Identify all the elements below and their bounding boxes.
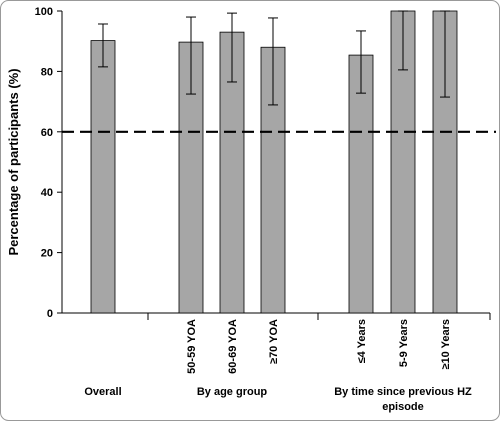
y-tick-label: 20: [41, 248, 53, 260]
y-tick-label: 80: [41, 66, 53, 78]
group-label: Overall: [84, 386, 122, 398]
bar: [348, 54, 374, 314]
x-tick-label: ≤4 Years: [356, 319, 368, 363]
y-axis-label: Percentage of participants (%): [6, 68, 21, 255]
y-tick-label: 100: [35, 6, 53, 18]
group-label: By time since previous HZ episode: [334, 386, 472, 413]
bar: [90, 40, 116, 314]
y-tick-label: 40: [41, 187, 53, 199]
x-tick-label: 60-69 YOA: [227, 319, 239, 374]
x-tick-label: ≥70 YOA: [268, 319, 280, 364]
x-tick-label: 50-59 YOA: [186, 319, 198, 374]
y-tick-label: 0: [47, 308, 53, 320]
x-tick-label: 5-9 Years: [398, 319, 410, 367]
x-tick-label: ≥10 Years: [440, 319, 452, 370]
y-tick-label: 60: [41, 127, 53, 139]
group-label: By age group: [196, 386, 268, 398]
